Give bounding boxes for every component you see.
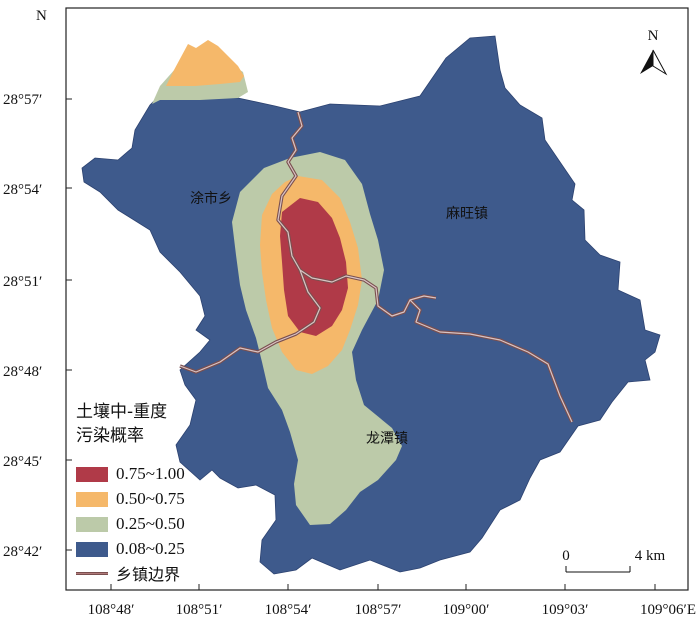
- legend-item-boundary: 乡镇边界: [76, 562, 180, 584]
- legend-title-line: 污染概率: [76, 426, 144, 446]
- y-tick-label: 28°45′: [3, 454, 42, 470]
- y-tick-label: 28°54′: [3, 182, 42, 198]
- legend-label: 0.08~0.25: [116, 539, 185, 558]
- x-tick-label: 108°57′: [355, 602, 402, 618]
- corner-axis-label: N: [36, 8, 47, 24]
- x-tick-label: 109°03′: [542, 602, 589, 618]
- legend-title-line: 土壤中-重度: [76, 402, 168, 422]
- scale-bar: 0 4 km: [562, 548, 666, 573]
- x-tick-label: 109°06′E: [640, 602, 696, 618]
- legend-label: 0.25~0.50: [116, 514, 185, 533]
- legend-swatch: [76, 541, 108, 557]
- x-tick-label: 109°00′: [443, 602, 490, 618]
- legend-item: 0.75~1.00: [76, 463, 185, 485]
- legend-label: 0.75~1.00: [116, 464, 185, 483]
- legend-swatch: [76, 491, 108, 507]
- axis-ticks: [66, 98, 656, 590]
- town-label-longtan: 龙潭镇: [366, 430, 408, 447]
- y-tick-label: 28°48′: [3, 364, 42, 380]
- north-tip-zone-high: [166, 40, 244, 86]
- town-label-mawang: 麻旺镇: [446, 206, 488, 222]
- x-tick-label: 108°54′: [265, 602, 312, 618]
- town-label-tushi: 涂市乡: [190, 190, 232, 207]
- boundary-line-swatch: [76, 571, 108, 575]
- legend-label: 0.50~0.75: [116, 489, 185, 508]
- svg-text:N: N: [648, 28, 659, 44]
- legend-label: 乡镇边界: [116, 565, 181, 584]
- legend-title: 土壤中-重度 污染概率: [76, 400, 196, 448]
- y-tick-label: 28°42′: [3, 544, 42, 560]
- legend-swatch: [76, 516, 108, 532]
- y-tick-label: 28°57′: [3, 92, 42, 108]
- township-boundary-lines: [179, 111, 574, 423]
- legend-item: 0.50~0.75: [76, 488, 185, 510]
- svg-text:4 km: 4 km: [635, 548, 666, 564]
- legend-swatch: [76, 466, 108, 482]
- central-zone-very-high: [280, 198, 348, 336]
- y-tick-label: 28°51′: [3, 274, 42, 290]
- x-tick-label: 108°48′: [88, 602, 135, 618]
- svg-text:0: 0: [562, 548, 570, 564]
- north-arrow-icon: N: [640, 28, 668, 76]
- legend-item: 0.08~0.25: [76, 538, 185, 560]
- legend-item: 0.25~0.50: [76, 513, 185, 535]
- x-tick-label: 108°51′: [176, 602, 223, 618]
